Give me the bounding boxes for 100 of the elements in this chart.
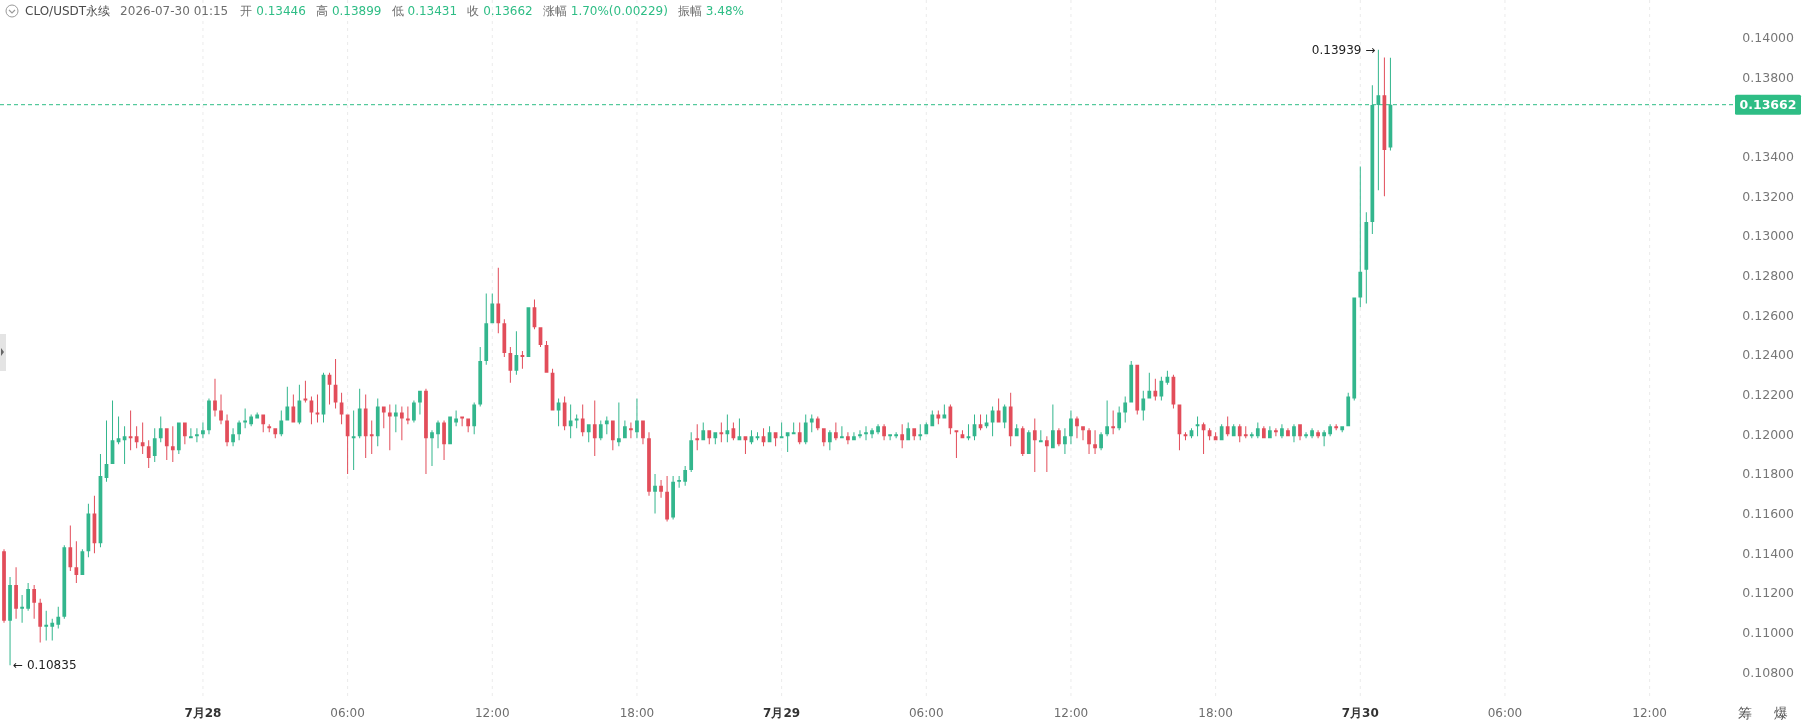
- candlestick: [616, 402, 621, 447]
- candlestick: [1225, 416, 1230, 437]
- y-tick-label: 0.12800: [1742, 268, 1795, 284]
- candlestick: [719, 422, 724, 443]
- text: 爆: [1774, 705, 1788, 721]
- x-tick-label: 18:00: [1198, 706, 1233, 720]
- candlestick: [858, 430, 862, 439]
- candlestick: [954, 430, 959, 459]
- candlestick: [44, 610, 49, 641]
- x-tick-label: 06:00: [330, 706, 365, 720]
- candlestick: [1093, 430, 1097, 455]
- candlestick: [1044, 436, 1049, 472]
- candlestick: [653, 473, 657, 514]
- candlestick: [399, 406, 404, 441]
- candlestick: [430, 430, 434, 467]
- annotation: 开 0.13446: [240, 4, 306, 18]
- candlestick: [351, 410, 356, 470]
- candlestick: [460, 416, 465, 427]
- candlestick: [791, 422, 796, 435]
- candlestick: [1249, 432, 1254, 439]
- x-tick-label: 7月30: [1341, 706, 1379, 720]
- candlestick: [74, 541, 79, 583]
- candlestick: [918, 424, 923, 441]
- annotation: ← 0.10835: [13, 658, 77, 673]
- y-tick-label: 0.13200: [1742, 188, 1795, 204]
- candlestick: [592, 400, 597, 457]
- annotation: 振幅 3.48%: [677, 4, 744, 18]
- candlestick: [809, 414, 814, 433]
- candlestick: [864, 426, 868, 441]
- y-tick-label: 0.13400: [1742, 149, 1795, 165]
- candlestick: [387, 404, 392, 451]
- y-tick-label: 0.13800: [1742, 69, 1795, 85]
- annotation: 0.13939 →: [1311, 42, 1376, 57]
- candlestick: [1334, 424, 1339, 431]
- candlestick: [725, 414, 730, 443]
- candlestick: [201, 422, 205, 439]
- candlestick: [1063, 428, 1067, 455]
- candlestick: [1111, 410, 1116, 435]
- candlestick: [1032, 418, 1037, 472]
- y-tick-label: 0.11800: [1742, 466, 1795, 482]
- y-tick-label: 0.11400: [1742, 545, 1795, 561]
- y-tick-label: 0.11000: [1742, 625, 1795, 641]
- candlestick: [189, 428, 193, 439]
- candlestick: [1274, 428, 1278, 437]
- candlestick: [894, 432, 899, 439]
- candlestick: [1304, 432, 1308, 439]
- annotation: 收 0.13662: [467, 4, 533, 18]
- candlestick: [695, 424, 700, 451]
- candlestick: [1075, 416, 1079, 439]
- candlestick: [369, 420, 374, 455]
- candlestick: [243, 408, 247, 429]
- candlestick: [840, 426, 844, 439]
- candlestick: [267, 424, 272, 433]
- candlestick: [406, 406, 410, 425]
- candlestick: [1038, 430, 1043, 443]
- candlestick: [900, 424, 905, 449]
- chart-title: CLO/USDT永续: [25, 4, 111, 18]
- chart-subtitle: 2026-07-30 01:15: [120, 4, 229, 18]
- y-tick-label: 0.12600: [1742, 307, 1795, 323]
- candlestick: [393, 404, 398, 433]
- y-tick-label: 0.11200: [1742, 585, 1795, 601]
- y-tick-label: 0.12400: [1742, 347, 1795, 363]
- candlestick: [834, 422, 838, 441]
- candlestick: [629, 422, 633, 439]
- candlestick: [303, 380, 308, 403]
- x-tick-label: 12:00: [474, 706, 510, 720]
- candlestick: [677, 475, 682, 488]
- x-tick-label: 7月29: [763, 706, 801, 720]
- candlestick: [128, 410, 133, 451]
- y-tick-label: 0.12000: [1742, 426, 1795, 442]
- candlestick: [1147, 372, 1152, 399]
- y-tick-label: 0.14000: [1742, 30, 1795, 46]
- candlestick: [574, 414, 579, 429]
- candlestick: [56, 606, 61, 629]
- candlestick: [1322, 430, 1326, 447]
- x-tick-label: 06:00: [908, 706, 944, 720]
- y-tick-label: 0.13000: [1742, 228, 1795, 244]
- x-tick-label: 06:00: [1487, 706, 1523, 720]
- candlestick: [785, 432, 790, 453]
- ref-line-label: 0.13662: [1739, 97, 1797, 113]
- candlestick: [50, 618, 55, 641]
- x-tick-label: 7月28: [184, 706, 222, 720]
- candlestick: [20, 594, 24, 623]
- candlestick: [1081, 426, 1085, 441]
- candlestick: [888, 434, 892, 441]
- candlestick: [1358, 166, 1363, 308]
- annotation: 低 0.13431: [391, 4, 458, 18]
- candlestick: [454, 410, 458, 427]
- candlestick: [936, 410, 941, 425]
- candlestick: [140, 422, 145, 455]
- candlestick: [134, 426, 139, 449]
- y-tick-label: 0.10800: [1742, 664, 1795, 680]
- candlestick: [170, 426, 175, 463]
- text: 筹: [1738, 705, 1752, 721]
- annotation: 涨幅 1.70%(0.00229): [542, 4, 668, 18]
- candlestick: [604, 416, 609, 435]
- annotation: 高 0.13899: [315, 4, 382, 18]
- candlestick: [659, 479, 663, 498]
- y-tick-label: 0.12200: [1742, 387, 1795, 403]
- candlestick: [1243, 426, 1248, 439]
